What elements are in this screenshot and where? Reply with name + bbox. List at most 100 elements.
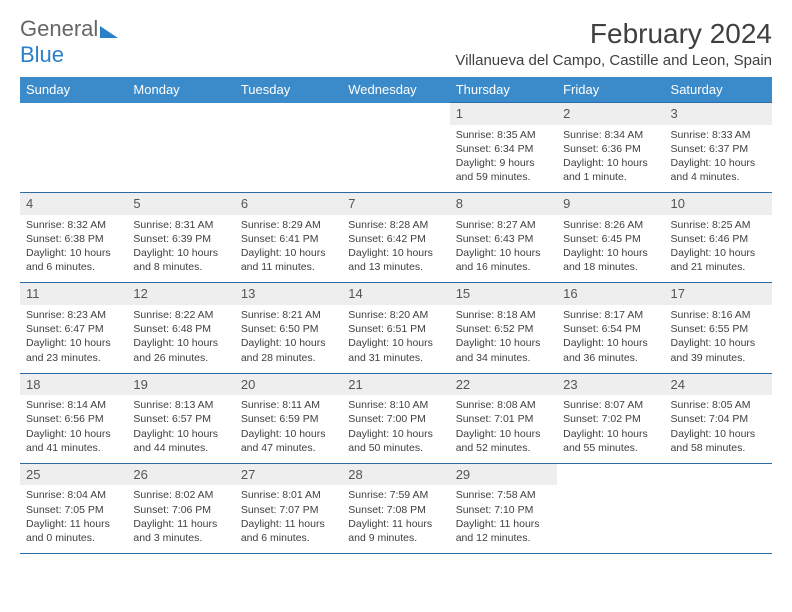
calendar-cell: 6Sunrise: 8:29 AMSunset: 6:41 PMDaylight…: [235, 193, 342, 283]
day-number: 26: [127, 464, 234, 486]
daylight-text: Daylight: 10 hours and 18 minutes.: [563, 246, 658, 274]
day-number: 29: [450, 464, 557, 486]
day-number: 18: [20, 374, 127, 396]
calendar-cell: 20Sunrise: 8:11 AMSunset: 6:59 PMDayligh…: [235, 373, 342, 463]
sunset-text: Sunset: 6:57 PM: [133, 412, 228, 426]
calendar-cell: 25Sunrise: 8:04 AMSunset: 7:05 PMDayligh…: [20, 463, 127, 553]
sunset-text: Sunset: 6:42 PM: [348, 232, 443, 246]
sunrise-text: Sunrise: 8:22 AM: [133, 308, 228, 322]
day-number: 25: [20, 464, 127, 486]
sunset-text: Sunset: 6:47 PM: [26, 322, 121, 336]
header: General February 2024 Villanueva del Cam…: [20, 18, 772, 69]
calendar-cell: 7Sunrise: 8:28 AMSunset: 6:42 PMDaylight…: [342, 193, 449, 283]
sunrise-text: Sunrise: 8:31 AM: [133, 218, 228, 232]
day-number: 16: [557, 283, 664, 305]
brand-mark-icon: [100, 26, 118, 38]
calendar-row: 1Sunrise: 8:35 AMSunset: 6:34 PMDaylight…: [20, 103, 772, 193]
month-title: February 2024: [455, 18, 772, 50]
calendar-cell: [20, 103, 127, 193]
calendar-cell: 13Sunrise: 8:21 AMSunset: 6:50 PMDayligh…: [235, 283, 342, 373]
sunrise-text: Sunrise: 8:34 AM: [563, 128, 658, 142]
calendar-cell: 12Sunrise: 8:22 AMSunset: 6:48 PMDayligh…: [127, 283, 234, 373]
sunset-text: Sunset: 7:06 PM: [133, 503, 228, 517]
sunrise-text: Sunrise: 8:21 AM: [241, 308, 336, 322]
day-number: 3: [665, 103, 772, 125]
sunset-text: Sunset: 7:08 PM: [348, 503, 443, 517]
sunset-text: Sunset: 6:36 PM: [563, 142, 658, 156]
sunrise-text: Sunrise: 8:13 AM: [133, 398, 228, 412]
sunrise-text: Sunrise: 8:14 AM: [26, 398, 121, 412]
weekday-wednesday: Wednesday: [342, 77, 449, 103]
calendar-cell: 10Sunrise: 8:25 AMSunset: 6:46 PMDayligh…: [665, 193, 772, 283]
daylight-text: Daylight: 10 hours and 13 minutes.: [348, 246, 443, 274]
calendar-cell: [557, 463, 664, 553]
calendar-row: 11Sunrise: 8:23 AMSunset: 6:47 PMDayligh…: [20, 283, 772, 373]
sunset-text: Sunset: 7:01 PM: [456, 412, 551, 426]
calendar-cell: 15Sunrise: 8:18 AMSunset: 6:52 PMDayligh…: [450, 283, 557, 373]
weekday-saturday: Saturday: [665, 77, 772, 103]
sunset-text: Sunset: 6:45 PM: [563, 232, 658, 246]
sunset-text: Sunset: 6:56 PM: [26, 412, 121, 426]
sunrise-text: Sunrise: 8:17 AM: [563, 308, 658, 322]
calendar-table: Sunday Monday Tuesday Wednesday Thursday…: [20, 77, 772, 554]
weekday-thursday: Thursday: [450, 77, 557, 103]
day-number: 1: [450, 103, 557, 125]
sunrise-text: Sunrise: 7:59 AM: [348, 488, 443, 502]
calendar-cell: 16Sunrise: 8:17 AMSunset: 6:54 PMDayligh…: [557, 283, 664, 373]
sunset-text: Sunset: 6:55 PM: [671, 322, 766, 336]
day-number: 6: [235, 193, 342, 215]
sunset-text: Sunset: 7:07 PM: [241, 503, 336, 517]
calendar-cell: 21Sunrise: 8:10 AMSunset: 7:00 PMDayligh…: [342, 373, 449, 463]
calendar-cell: 29Sunrise: 7:58 AMSunset: 7:10 PMDayligh…: [450, 463, 557, 553]
sunrise-text: Sunrise: 8:08 AM: [456, 398, 551, 412]
day-number: 20: [235, 374, 342, 396]
sunrise-text: Sunrise: 8:26 AM: [563, 218, 658, 232]
calendar-cell: 8Sunrise: 8:27 AMSunset: 6:43 PMDaylight…: [450, 193, 557, 283]
daylight-text: Daylight: 10 hours and 44 minutes.: [133, 427, 228, 455]
weekday-tuesday: Tuesday: [235, 77, 342, 103]
brand-part1: General: [20, 18, 98, 40]
sunrise-text: Sunrise: 8:10 AM: [348, 398, 443, 412]
day-number: 9: [557, 193, 664, 215]
location-text: Villanueva del Campo, Castille and Leon,…: [455, 52, 772, 69]
daylight-text: Daylight: 10 hours and 50 minutes.: [348, 427, 443, 455]
calendar-body: 1 Sunrise: 8:35 AMSunset: 6:34 PM Daylight…: [20, 103, 772, 554]
calendar-cell: 24Sunrise: 8:05 AMSunset: 7:04 PMDayligh…: [665, 373, 772, 463]
daylight-text: Daylight: 11 hours and 9 minutes.: [348, 517, 443, 545]
daylight-text: Daylight: 10 hours and 36 minutes.: [563, 336, 658, 364]
daylight-text: Daylight: 10 hours and 8 minutes.: [133, 246, 228, 274]
day-number: 15: [450, 283, 557, 305]
daylight-text: Daylight: 10 hours and 39 minutes.: [671, 336, 766, 364]
sunset-text: Sunset: 6:37 PM: [671, 142, 766, 156]
daylight-text: Daylight: 10 hours and 52 minutes.: [456, 427, 551, 455]
daylight-text: Daylight: 10 hours and 23 minutes.: [26, 336, 121, 364]
day-number: 23: [557, 374, 664, 396]
day-number: 8: [450, 193, 557, 215]
sunset-text: Sunset: 6:43 PM: [456, 232, 551, 246]
calendar-cell: 11Sunrise: 8:23 AMSunset: 6:47 PMDayligh…: [20, 283, 127, 373]
daylight-text: Daylight: 10 hours and 21 minutes.: [671, 246, 766, 274]
day-number: 24: [665, 374, 772, 396]
sunset-text: Sunset: 6:38 PM: [26, 232, 121, 246]
sunrise-text: Sunrise: 8:27 AM: [456, 218, 551, 232]
brand-part2: Blue: [20, 42, 64, 68]
daylight-text: Daylight: 11 hours and 0 minutes.: [26, 517, 121, 545]
day-number: 19: [127, 374, 234, 396]
sunset-text: Sunset: 6:51 PM: [348, 322, 443, 336]
sunrise-text: Sunrise: 8:35 AM: [456, 128, 551, 142]
weekday-sunday: Sunday: [20, 77, 127, 103]
daylight-text: Daylight: 11 hours and 3 minutes.: [133, 517, 228, 545]
calendar-row: 4Sunrise: 8:32 AMSunset: 6:38 PMDaylight…: [20, 193, 772, 283]
sunset-text: Sunset: 6:34 PM: [456, 142, 551, 156]
day-number: 28: [342, 464, 449, 486]
daylight-text: Daylight: 10 hours and 34 minutes.: [456, 336, 551, 364]
calendar-cell: [342, 103, 449, 193]
daylight-text: Daylight: 11 hours and 6 minutes.: [241, 517, 336, 545]
daylight-text: Daylight: 10 hours and 55 minutes.: [563, 427, 658, 455]
sunrise-text: Sunrise: 8:18 AM: [456, 308, 551, 322]
sunset-text: Sunset: 6:39 PM: [133, 232, 228, 246]
calendar-cell: 22Sunrise: 8:08 AMSunset: 7:01 PMDayligh…: [450, 373, 557, 463]
sunset-text: Sunset: 7:02 PM: [563, 412, 658, 426]
calendar-row: 25Sunrise: 8:04 AMSunset: 7:05 PMDayligh…: [20, 463, 772, 553]
calendar-cell: 18Sunrise: 8:14 AMSunset: 6:56 PMDayligh…: [20, 373, 127, 463]
